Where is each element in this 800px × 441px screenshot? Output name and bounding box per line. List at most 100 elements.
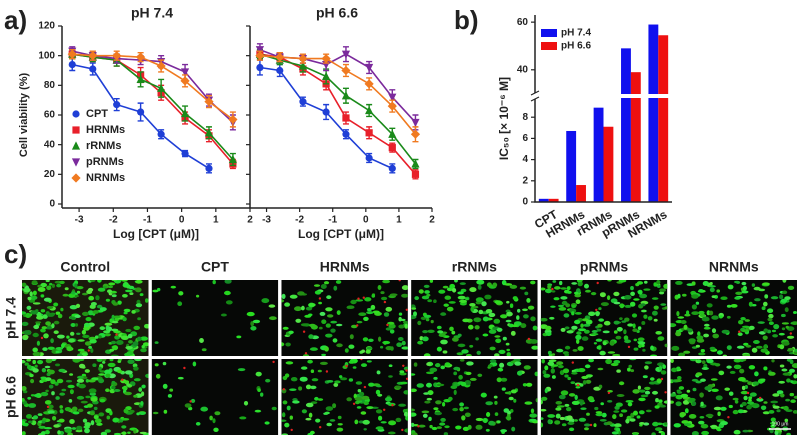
panel-label: a) — [4, 5, 27, 35]
cell — [440, 417, 446, 422]
cell — [37, 287, 46, 292]
cell — [558, 394, 566, 400]
cell — [285, 342, 291, 347]
cell — [301, 366, 308, 370]
cell — [659, 288, 666, 293]
cell — [426, 397, 432, 401]
cell — [762, 335, 768, 341]
cell — [346, 397, 353, 402]
cell — [549, 316, 555, 320]
cell — [663, 400, 668, 404]
cell — [614, 423, 622, 427]
cell — [529, 413, 538, 418]
cell — [444, 295, 452, 300]
cell — [781, 327, 786, 331]
cell — [100, 431, 108, 435]
cell — [424, 314, 432, 318]
cell — [773, 324, 780, 330]
chart-title: pH 6.6 — [316, 5, 358, 21]
cell — [566, 330, 574, 334]
cell — [639, 389, 646, 393]
dead-cell — [352, 402, 356, 405]
dead-cell — [362, 296, 365, 299]
cell — [442, 402, 446, 407]
cell — [782, 280, 787, 283]
cell — [122, 317, 127, 322]
cell — [424, 400, 431, 404]
micrograph — [281, 359, 408, 435]
cell — [71, 406, 78, 412]
cell — [310, 401, 318, 404]
cell — [748, 396, 753, 400]
cell — [486, 412, 491, 417]
cell — [674, 379, 682, 383]
cell — [468, 324, 474, 330]
cell — [613, 360, 621, 364]
cell — [744, 319, 750, 322]
cell — [475, 424, 483, 430]
cell — [460, 381, 467, 387]
cell — [237, 368, 246, 372]
cell — [489, 346, 496, 351]
data-point — [365, 129, 373, 137]
cell — [405, 415, 408, 421]
cell — [469, 287, 477, 293]
fit-line — [72, 53, 234, 161]
cell — [555, 407, 562, 411]
bar — [593, 107, 604, 202]
legend-label: pRNMs — [86, 156, 124, 168]
cell — [265, 378, 271, 383]
cell — [476, 350, 481, 355]
data-point — [322, 71, 331, 81]
cell — [403, 411, 408, 417]
cell — [389, 329, 395, 334]
cell — [40, 391, 49, 397]
cell — [556, 361, 564, 365]
cell — [56, 283, 62, 288]
cell — [701, 316, 710, 322]
cell — [436, 346, 442, 352]
cell — [742, 325, 750, 328]
cell — [494, 400, 498, 405]
cell — [684, 423, 692, 427]
cell — [136, 299, 141, 305]
dead-cell — [660, 377, 664, 381]
cell — [711, 328, 717, 334]
y-tick-label: 20 — [44, 169, 56, 180]
cell — [571, 325, 578, 330]
cell — [459, 359, 465, 362]
cell — [485, 309, 493, 314]
cell — [310, 369, 315, 374]
cell — [54, 381, 59, 386]
cell — [638, 344, 642, 348]
cell — [575, 299, 581, 305]
cell — [493, 395, 498, 399]
cell — [748, 325, 755, 330]
cell — [644, 361, 653, 365]
cell — [748, 365, 756, 370]
cell — [411, 432, 418, 435]
column-label: pRNMs — [580, 259, 628, 275]
x-tick-label: -1 — [328, 215, 337, 226]
cell — [22, 282, 27, 287]
cell — [493, 318, 501, 324]
cell — [656, 378, 662, 384]
cell — [309, 347, 318, 351]
cell — [670, 400, 674, 404]
data-point — [228, 154, 238, 164]
cell — [553, 297, 560, 301]
cell — [506, 348, 511, 352]
cell — [81, 352, 89, 356]
cell — [95, 295, 100, 301]
cell — [554, 420, 561, 425]
cell — [613, 301, 621, 305]
cell — [326, 380, 334, 383]
data-point — [68, 60, 76, 69]
cell — [746, 404, 752, 410]
cell — [28, 403, 37, 408]
cell — [220, 313, 227, 317]
cell — [595, 311, 600, 317]
cell — [679, 412, 687, 417]
cell — [564, 326, 570, 330]
cell — [281, 293, 286, 299]
